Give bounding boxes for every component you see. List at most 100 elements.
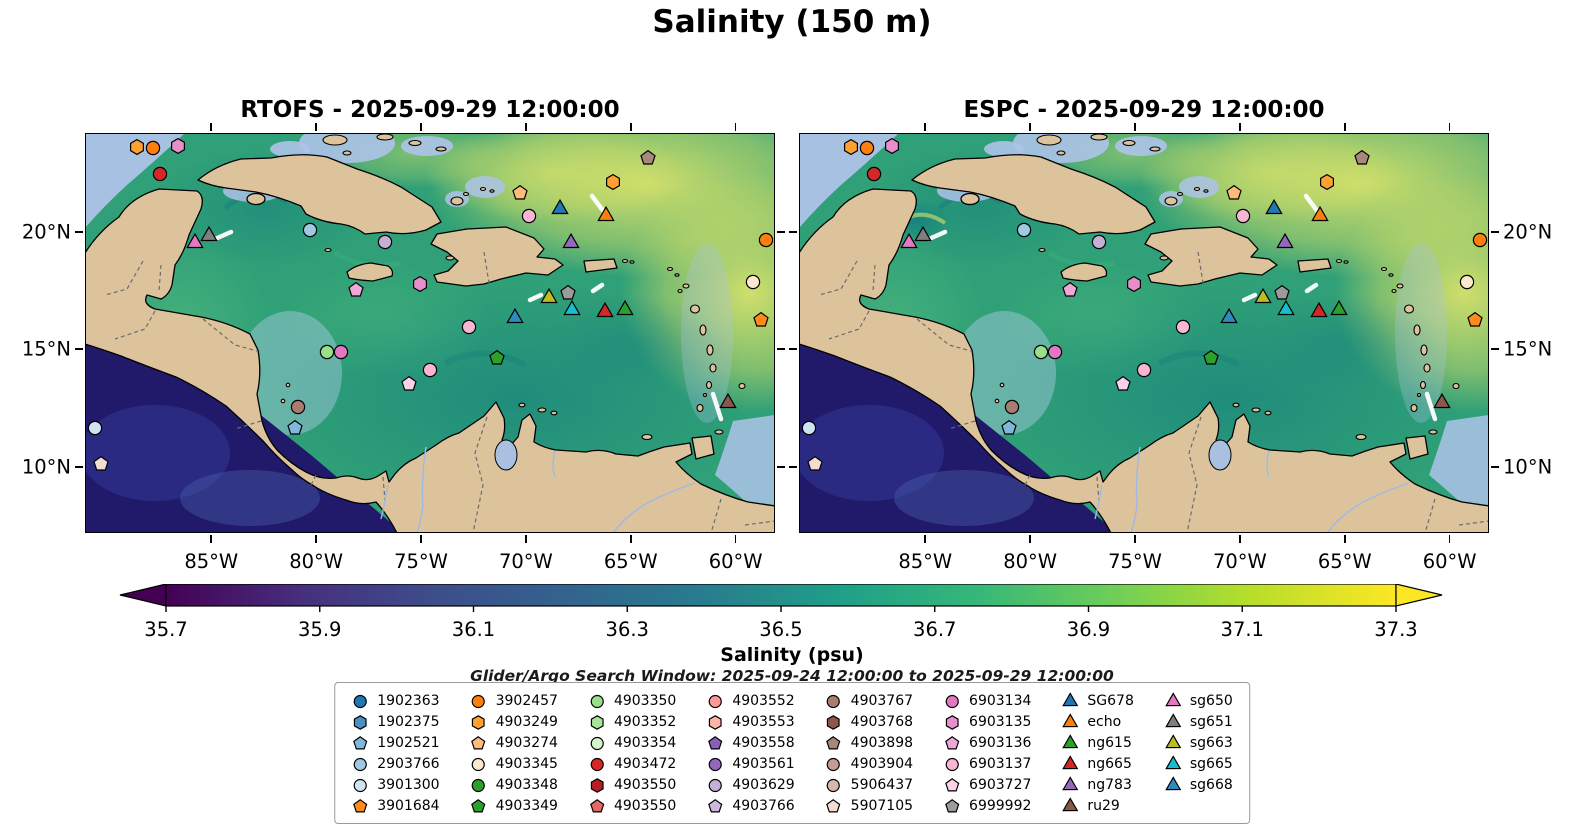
- legend-item-1902375: 1902375: [351, 711, 440, 732]
- legend-item-label: 4903274: [495, 734, 558, 751]
- marker-4903249: [843, 138, 859, 156]
- legend-item-label: 4903345: [495, 755, 558, 772]
- legend-item-label: 4903472: [613, 755, 677, 772]
- legend-item-4903348: 4903348: [470, 774, 558, 795]
- panel-espc-title: ESPC - 2025-09-29 12:00:00: [963, 97, 1325, 123]
- marker-4903898: [1354, 149, 1370, 165]
- x-axis-label: 65°W: [1317, 550, 1372, 573]
- marker-ng783: [1276, 232, 1294, 249]
- marker-4903249: [605, 173, 621, 191]
- x-axis-label: 80°W: [1003, 550, 1058, 573]
- marker-6903137: [461, 319, 477, 335]
- marker-4903345: [1459, 274, 1475, 290]
- legend-item-4903629: 4903629: [706, 774, 795, 795]
- legend-item-sg663: sg663: [1164, 732, 1233, 753]
- figure-title: Salinity (150 m): [652, 4, 932, 40]
- colorbar-tick-label: 36.3: [605, 618, 649, 641]
- legend-item-label: 3901300: [377, 776, 440, 793]
- marker-sg651: [914, 225, 932, 242]
- circle-marker-icon: [471, 778, 486, 792]
- legend-item-label: 6903136: [969, 734, 1032, 751]
- legend-item-4903898: 4903898: [825, 732, 913, 753]
- pentagon-marker-icon: [944, 798, 960, 812]
- marker-SG678: [1265, 198, 1283, 215]
- marker-sg668: [506, 307, 524, 324]
- y-axis-label: 20°N: [21, 220, 71, 244]
- legend-item-4903558: 4903558: [706, 732, 795, 753]
- marker-ng615: [1330, 299, 1348, 316]
- marker-ru29: [719, 392, 737, 409]
- x-axis-label: 75°W: [1108, 550, 1162, 573]
- legend-item-label: echo: [1087, 713, 1122, 730]
- marker-6903137: [1235, 208, 1251, 224]
- legend-item-label: sg665: [1189, 755, 1233, 772]
- lake-maracaibo: [494, 439, 518, 471]
- glider-track: [1424, 391, 1438, 422]
- legend-item-label: 4903768: [850, 713, 914, 730]
- y-axis-tick: [1491, 231, 1499, 233]
- small-islands: [280, 133, 746, 441]
- legend-item-4903767: 4903767: [825, 690, 913, 711]
- glider-track: [1241, 292, 1258, 303]
- glider-track: [589, 193, 607, 215]
- legend-item-6999992: 6999992: [943, 795, 1031, 816]
- hispaniola: [430, 226, 564, 287]
- triangle-marker-icon: [1164, 691, 1181, 706]
- marker-6903135: [884, 137, 900, 155]
- legend-item-ru29: ru29: [1061, 795, 1133, 816]
- x-axis-tick: [1134, 123, 1136, 131]
- legend-item-label: 4903550: [613, 776, 677, 793]
- legend-item-5907105: 5907105: [825, 795, 913, 816]
- legend-item-label: 4903550: [613, 797, 677, 814]
- marker-sg665: [563, 299, 581, 316]
- glider-track: [212, 229, 234, 242]
- colorbar-tick-label: 35.9: [298, 618, 342, 641]
- marker-sg663: [1254, 287, 1272, 304]
- y-axis-tick: [789, 466, 797, 468]
- legend-column: 1902363 1902375 1902521 2903766 3901300 39016…: [351, 690, 440, 816]
- marker-6903727: [401, 375, 417, 391]
- puerto-rico: [1297, 258, 1332, 273]
- colorbar-bar: [119, 584, 1443, 612]
- pentagon-marker-icon: [471, 735, 486, 749]
- marker-4903350: [1033, 344, 1049, 360]
- circle-marker-icon: [945, 694, 959, 708]
- x-axis-label: 80°W: [289, 550, 344, 573]
- y-axis-tick: [789, 231, 797, 233]
- triangle-marker-icon: [1062, 754, 1079, 769]
- legend-item-4903349: 4903349: [470, 795, 558, 816]
- legend-item-label: 4903767: [850, 692, 914, 709]
- legend-item-label: 3902457: [495, 692, 558, 709]
- y-axis-tick: [789, 348, 797, 350]
- y-axis-tick: [1491, 466, 1499, 468]
- y-axis-label: 15°N: [1503, 337, 1553, 361]
- marker-6903137: [1136, 362, 1152, 378]
- shallow-banks-layer: [85, 133, 775, 505]
- glider-track: [590, 282, 605, 294]
- colorbar-tick-marks: [165, 606, 1397, 612]
- colorbar-tick-label: 36.9: [1066, 618, 1111, 641]
- legend-item-4903768: 4903768: [825, 711, 913, 732]
- triangle-marker-icon: [1164, 733, 1181, 748]
- pentagon-marker-icon: [944, 735, 960, 749]
- circle-marker-icon: [708, 757, 722, 771]
- legend-column: 4903350 4903352 4903354 4903472 4903550 49035…: [588, 690, 676, 816]
- isla-juventud: [960, 192, 980, 206]
- pentagon-marker-icon: [589, 798, 605, 812]
- y-axis-label: 10°N: [1503, 455, 1553, 479]
- y-axis-tick: [75, 466, 83, 468]
- circle-marker-icon: [827, 757, 841, 771]
- pentagon-marker-icon: [826, 735, 841, 749]
- marker-6903137: [521, 208, 537, 224]
- marker-sg650: [900, 232, 918, 249]
- marker-1902521: [1001, 419, 1017, 435]
- legend-item-label: ng783: [1087, 776, 1132, 793]
- colorbar-tick-label: 35.7: [144, 618, 188, 641]
- marker-3901300: [801, 420, 817, 436]
- marker-6903135: [170, 137, 186, 155]
- circle-marker-icon: [471, 694, 486, 708]
- isla-juventud: [246, 192, 266, 206]
- marker-6903135: [1127, 275, 1141, 293]
- legend-item-4903550: 4903550: [588, 774, 676, 795]
- marker-3902457: [859, 140, 875, 156]
